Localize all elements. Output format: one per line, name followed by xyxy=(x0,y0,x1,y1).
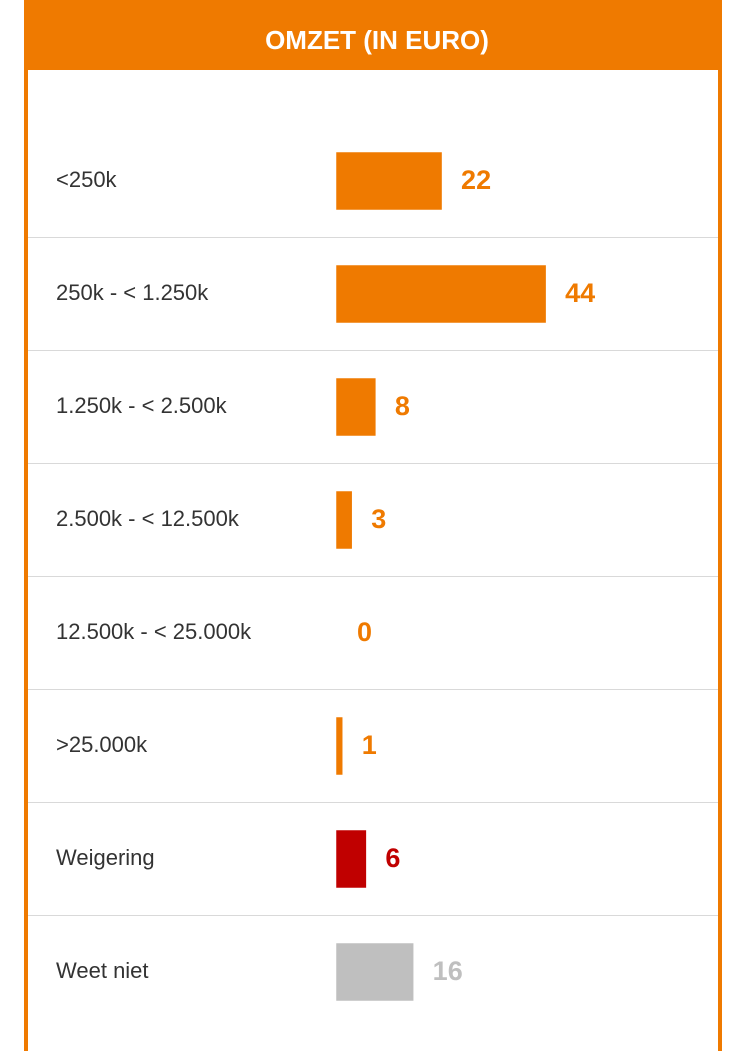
value-label: 0 xyxy=(357,617,372,647)
bar xyxy=(336,152,442,210)
frame-right xyxy=(718,0,722,1051)
value-label: 3 xyxy=(371,504,386,534)
chart-title: OMZET (IN EURO) xyxy=(265,25,489,55)
category-label: <250k xyxy=(56,167,118,192)
value-label: 6 xyxy=(385,843,400,873)
category-label: 250k - < 1.250k xyxy=(56,280,209,305)
bar xyxy=(336,378,376,436)
value-label: 22 xyxy=(461,165,491,195)
frame-left xyxy=(24,0,28,1051)
bar xyxy=(336,943,414,1001)
bar xyxy=(336,491,352,549)
value-label: 16 xyxy=(433,956,463,986)
value-label: 44 xyxy=(565,278,595,308)
header xyxy=(24,0,722,70)
value-label: 8 xyxy=(395,391,410,421)
category-label: Weigering xyxy=(56,845,155,870)
category-label: 12.500k - < 25.000k xyxy=(56,619,252,644)
category-label: Weet niet xyxy=(56,958,149,983)
category-label: 1.250k - < 2.500k xyxy=(56,393,228,418)
category-label: 2.500k - < 12.500k xyxy=(56,506,240,531)
value-label: 1 xyxy=(362,730,377,760)
bar xyxy=(336,830,367,888)
bar xyxy=(336,265,546,323)
bar xyxy=(336,717,343,775)
category-label: >25.000k xyxy=(56,732,148,757)
